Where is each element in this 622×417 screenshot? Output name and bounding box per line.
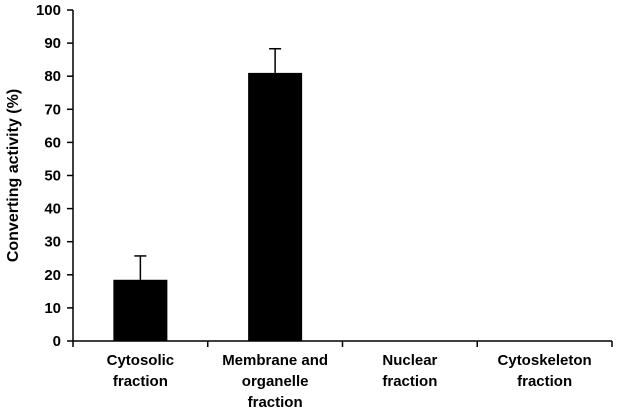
y-tick-label: 20 (44, 267, 61, 284)
y-tick-label: 60 (44, 134, 61, 151)
bar (248, 72, 303, 341)
x-category-label: Nuclear fraction (382, 352, 437, 390)
y-tick-label: 30 (44, 234, 61, 251)
y-tick-label: 70 (44, 101, 61, 118)
y-tick-label: 0 (53, 333, 61, 350)
x-category-label: Membrane and organelle fraction (222, 352, 328, 411)
y-axis: 0 10 20 30 40 50 60 70 80 90 100 (36, 2, 74, 350)
x-category-label: Cytosolic fraction (107, 352, 175, 390)
y-tick-label: 50 (44, 168, 61, 185)
bar (113, 279, 168, 341)
error-bars (134, 47, 282, 280)
y-tick-label: 10 (44, 300, 61, 317)
x-axis (72, 340, 613, 347)
x-category-label: Cytoskeleton fraction (498, 352, 592, 390)
y-tick-label: 90 (44, 35, 61, 52)
bars (113, 72, 303, 341)
y-tick-label: 40 (44, 201, 61, 218)
category-labels: Cytosolic fraction Membrane and organelle fr… (107, 352, 592, 411)
y-axis-title: Converting activity (%) (5, 89, 22, 262)
y-tick-label: 80 (44, 68, 61, 85)
y-tick-label: 100 (36, 2, 61, 19)
